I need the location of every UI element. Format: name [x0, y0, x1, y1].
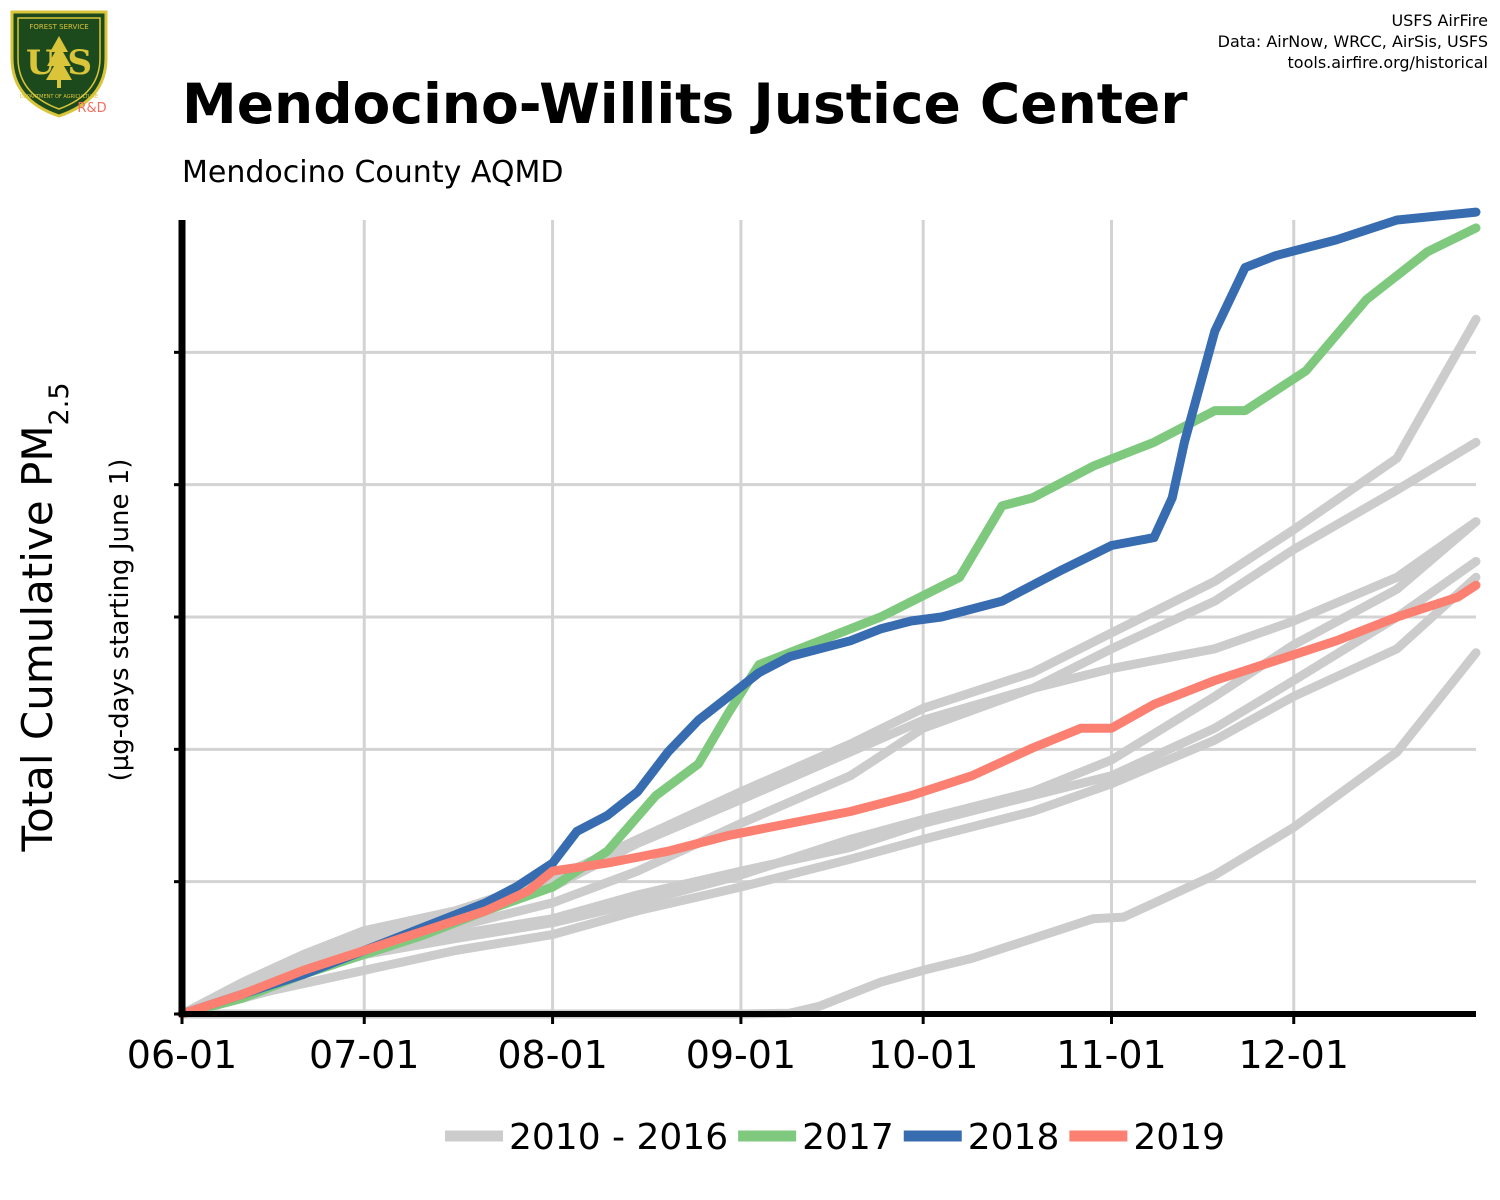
- credit-line: tools.airfire.org/historical: [1287, 53, 1488, 72]
- legend-label: 2010 - 2016: [509, 1117, 728, 1158]
- logo-top-text: FOREST SERVICE: [29, 23, 88, 31]
- credits-block: USFS AirFire Data: AirNow, WRCC, AirSis,…: [1218, 10, 1488, 73]
- y-axis-label: Total Cumulative PM2.5: [13, 382, 75, 852]
- chart-subtitle: Mendocino County AQMD: [182, 155, 564, 190]
- y-axis-units-label: (µg-days starting June 1): [105, 459, 135, 782]
- credit-line: USFS AirFire: [1391, 11, 1488, 30]
- x-tick-label: 06-01: [127, 1033, 237, 1077]
- usfs-logo: FOREST SERVICE U S DEPARTMENT OF AGRICUL…: [6, 8, 112, 120]
- chart-title: Mendocino-Willits Justice Center: [182, 72, 1188, 136]
- logo-bottom-text: DEPARTMENT OF AGRICULTURE: [20, 94, 98, 100]
- series-line-2010-2016: [177, 517, 1481, 1019]
- x-tick-label: 07-01: [309, 1033, 419, 1077]
- legend-label: 2017: [802, 1117, 894, 1158]
- credit-line: Data: AirNow, WRCC, AirSis, USFS: [1217, 32, 1488, 51]
- legend-label: 2019: [1133, 1117, 1225, 1158]
- series-line-2019: [177, 580, 1481, 1019]
- x-tick-label: 11-01: [1056, 1033, 1166, 1077]
- x-tick-label: 08-01: [497, 1033, 607, 1077]
- x-tick-label: 09-01: [686, 1033, 796, 1077]
- logo-rd-label: R&D: [77, 101, 106, 116]
- series-line-2010-2016: [177, 437, 1481, 1019]
- series-line-2010-2016: [177, 314, 1481, 1019]
- x-tick-label: 12-01: [1239, 1033, 1349, 1077]
- x-tick-label: 10-01: [868, 1033, 978, 1077]
- series-line-2018: [177, 207, 1481, 1019]
- legend-label: 2018: [968, 1117, 1060, 1158]
- series-line-2010-2016: [177, 572, 1481, 1019]
